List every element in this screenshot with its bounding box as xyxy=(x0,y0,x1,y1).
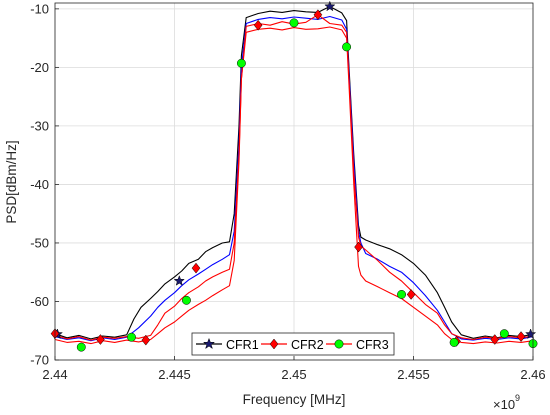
axis-ticks: 2.44 2.445 2.45 2.455 2.46 -70 -60 -50 -40 -30 -20… xyxy=(30,1,545,382)
y-tick-label: -50 xyxy=(30,235,49,250)
y-tick-label: -10 xyxy=(30,1,49,16)
marker-circle xyxy=(342,42,352,52)
marker-circle xyxy=(76,342,86,352)
y-tick-label: -30 xyxy=(30,118,49,133)
y-tick-label: -40 xyxy=(30,177,49,192)
diamond-marker-icon xyxy=(269,338,279,350)
marker-circle xyxy=(499,329,509,339)
y-tick-label: -20 xyxy=(30,60,49,75)
series-line-cfr3-2 xyxy=(54,15,534,342)
y-tick-label: -70 xyxy=(30,353,49,368)
legend-entry-cfr1: CFR1 xyxy=(196,337,259,352)
legend-box xyxy=(191,332,395,356)
marker-star xyxy=(525,328,537,340)
y-tick-label: -60 xyxy=(30,294,49,309)
legend-entry-cfr3: CFR3 xyxy=(326,338,389,352)
marker-diamond xyxy=(313,9,323,21)
marker-circle xyxy=(397,290,406,299)
x-tick-label: 2.455 xyxy=(397,367,430,382)
marker-diamond xyxy=(141,334,151,346)
x-tick-label: 2.445 xyxy=(158,367,191,382)
legend-label-cfr1: CFR1 xyxy=(226,338,259,352)
marker-circle xyxy=(182,295,191,305)
circle-marker-icon xyxy=(334,339,344,349)
y-axis-label: PSD[dBm/Hz] xyxy=(4,140,19,223)
x-tick-label: 2.44 xyxy=(42,367,67,382)
marker-circle xyxy=(127,332,136,342)
star-marker-icon xyxy=(202,337,216,350)
marker-circle xyxy=(289,18,299,28)
marker-circle xyxy=(236,58,246,68)
legend-label-cfr2: CFR2 xyxy=(291,338,324,352)
marker-star xyxy=(173,275,185,286)
marker-circle xyxy=(449,337,459,347)
series-line-cfr1-0 xyxy=(54,5,534,340)
marker-diamond xyxy=(516,331,526,342)
svg-text:9: 9 xyxy=(515,393,520,403)
legend: CFR1 CFR2 CFR3 xyxy=(191,332,395,356)
legend-label-cfr3: CFR3 xyxy=(356,338,389,352)
x-tick-label: 2.45 xyxy=(281,367,306,382)
marker-diamond xyxy=(406,289,416,300)
series-line-cfr3-3 xyxy=(54,26,534,345)
series-line-cfr2-1 xyxy=(54,14,534,341)
marker-star xyxy=(324,0,336,12)
x-axis-label: Frequency [MHz] xyxy=(243,392,346,407)
marker-diamond xyxy=(354,241,363,253)
legend-entry-cfr2: CFR2 xyxy=(261,338,324,352)
marker-diamond xyxy=(191,262,201,274)
x-tick-label: 2.46 xyxy=(520,367,545,382)
marker-diamond xyxy=(253,19,263,31)
marker-diamond xyxy=(490,334,500,345)
grid xyxy=(54,3,534,361)
series-layer xyxy=(50,0,538,352)
svg-text:×10: ×10 xyxy=(493,397,515,412)
x-exponent-label: ×10 9 xyxy=(493,393,520,412)
marker-diamond xyxy=(96,334,105,345)
